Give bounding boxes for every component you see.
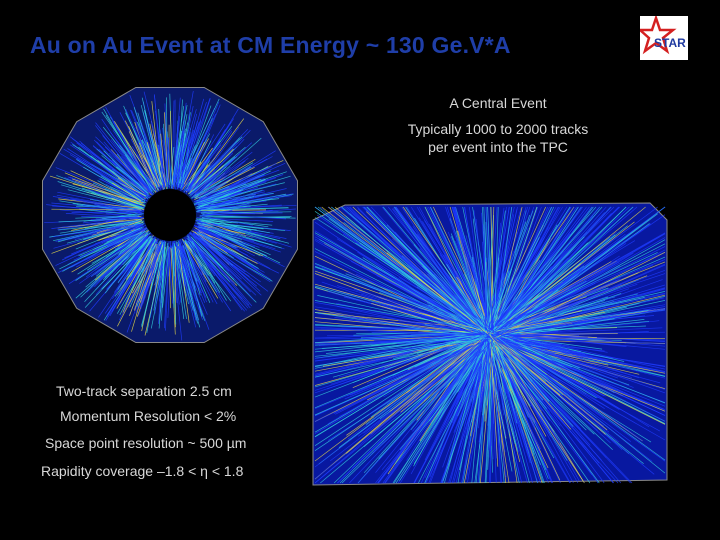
stat-momentum-resolution: Momentum Resolution < 2% xyxy=(60,408,237,424)
tpc-side-view-image xyxy=(312,202,668,486)
tpc-end-view-image xyxy=(42,87,298,343)
stat-rapidity-coverage: Rapidity coverage –1.8 < η < 1.8 xyxy=(41,463,244,479)
star-logo-icon: STAR xyxy=(640,16,686,55)
logo-text: STAR xyxy=(654,36,686,50)
tracks-note-line2: per event into the TPC xyxy=(428,139,568,155)
star-logo: STAR xyxy=(640,16,688,60)
tracks-note: Typically 1000 to 2000 tracks per event … xyxy=(383,120,613,156)
stat-space-point-resolution: Space point resolution ~ 500 µm xyxy=(45,435,247,451)
tracks-note-line1: Typically 1000 to 2000 tracks xyxy=(407,121,589,137)
central-event-label: A Central Event xyxy=(449,95,547,111)
slide-title: Au on Au Event at CM Energy ~ 130 Ge.V*A xyxy=(30,32,511,58)
stat-two-track-separation: Two-track separation 2.5 cm xyxy=(56,383,232,399)
